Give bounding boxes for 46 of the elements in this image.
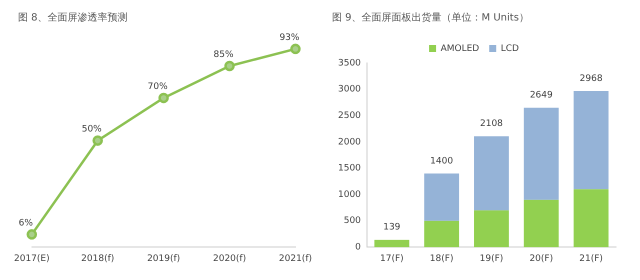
- legend-label: LCD: [500, 44, 519, 54]
- bar: [374, 240, 410, 248]
- x-tick-label: 2019(f): [147, 254, 180, 264]
- chart-title: 图 8、全面屏渗透率预测: [18, 12, 128, 24]
- chart-title: 图 9、全面屏面板出货量（单位：M Units）: [332, 12, 529, 24]
- legend-label: AMOLED: [440, 44, 480, 54]
- total-label: 1400: [430, 156, 454, 166]
- x-tick-label: 2020(f): [212, 254, 246, 264]
- data-label: 85%: [214, 50, 234, 60]
- y-tick-label: 3500: [338, 58, 362, 68]
- bar: [524, 108, 559, 200]
- data-label: 50%: [82, 124, 102, 134]
- point: [224, 60, 235, 72]
- bar: [474, 136, 509, 210]
- point: [158, 92, 169, 104]
- bar: [474, 210, 509, 248]
- bar: [574, 189, 609, 248]
- y-tick-label: 2000: [338, 137, 362, 148]
- y-tick-label: 3000: [338, 84, 362, 95]
- total-label: 2649: [530, 90, 553, 101]
- point: [26, 229, 38, 240]
- x-tick-label: 17(F): [380, 254, 404, 264]
- data-label: 70%: [148, 82, 168, 92]
- bar: [424, 174, 460, 221]
- data-label: 93%: [279, 32, 300, 43]
- x-tick-label: 2018(f): [81, 254, 114, 264]
- x-tick-label: 2017(E): [14, 254, 50, 264]
- total-label: 2968: [580, 74, 603, 84]
- total-label: 139: [383, 222, 401, 233]
- x-tick-label: 18(F): [430, 254, 454, 264]
- bar: [424, 220, 460, 248]
- y-tick-label: 0: [355, 242, 362, 253]
- y-tick-label: 500: [344, 216, 362, 226]
- bar: [524, 200, 559, 248]
- y-tick-label: 1000: [338, 190, 362, 200]
- x-tick-label: 2021(f): [278, 254, 312, 264]
- x-tick-label: 19(F): [480, 254, 504, 264]
- point: [92, 135, 103, 146]
- y-tick-label: 1500: [338, 164, 362, 174]
- data-label: 6%: [18, 218, 34, 228]
- x-tick-label: 21(F): [579, 254, 603, 264]
- bar: [574, 91, 609, 190]
- x-tick-label: 20(F): [529, 254, 554, 264]
- total-label: 2108: [480, 119, 504, 130]
- point: [290, 44, 301, 54]
- y-tick-label: 2500: [338, 110, 362, 121]
